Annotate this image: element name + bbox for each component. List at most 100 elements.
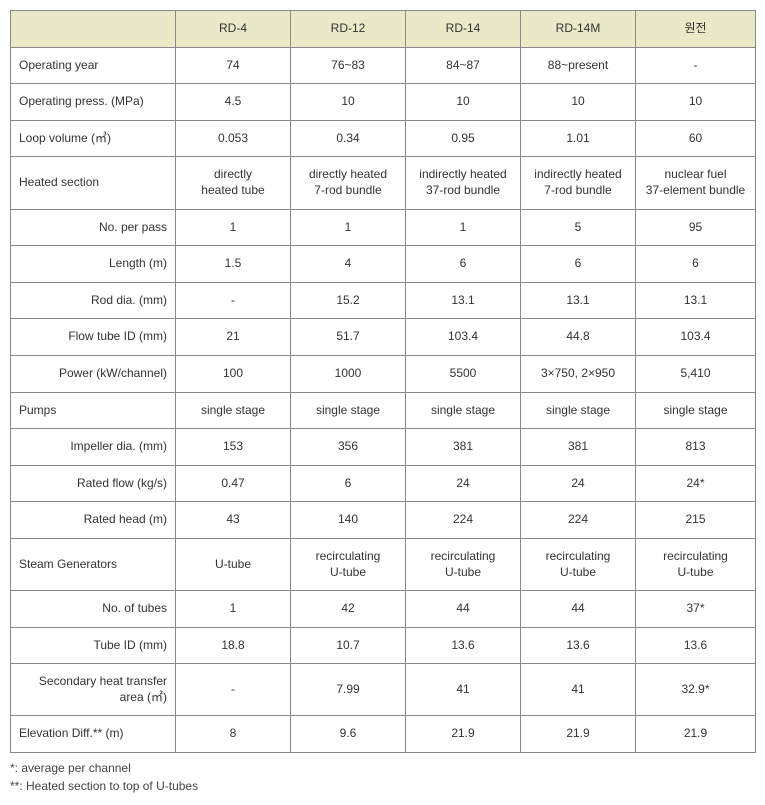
- cell: 381: [406, 429, 521, 466]
- cell: single stage: [406, 392, 521, 429]
- cell: 5,410: [636, 355, 756, 392]
- cell: 0.34: [291, 120, 406, 157]
- cell: 13.1: [636, 282, 756, 319]
- cell: 1: [176, 209, 291, 246]
- table-body: Operating year7476~8384~8788~present-Ope…: [11, 47, 756, 752]
- cell: single stage: [636, 392, 756, 429]
- cell: 88~present: [521, 47, 636, 84]
- cell: directly heated7-rod bundle: [291, 157, 406, 209]
- cell: 10: [406, 84, 521, 121]
- comparison-table: RD-4RD-12RD-14RD-14M원전 Operating year747…: [10, 10, 756, 753]
- cell: 215: [636, 502, 756, 539]
- cell: 3×750, 2×950: [521, 355, 636, 392]
- footnote-line: *: average per channel: [10, 759, 755, 777]
- cell: directlyheated tube: [176, 157, 291, 209]
- cell: 1.01: [521, 120, 636, 157]
- cell: single stage: [521, 392, 636, 429]
- cell: 74: [176, 47, 291, 84]
- row-label: Operating press. (MPa): [11, 84, 176, 121]
- header-col: 원전: [636, 11, 756, 48]
- cell: 44.8: [521, 319, 636, 356]
- cell: 5: [521, 209, 636, 246]
- cell: 18.8: [176, 627, 291, 664]
- cell: 44: [521, 591, 636, 628]
- cell: -: [176, 282, 291, 319]
- cell: 76~83: [291, 47, 406, 84]
- cell: 8: [176, 716, 291, 753]
- row-label: Impeller dia. (mm): [11, 429, 176, 466]
- table-row: No. of tubes142444437*: [11, 591, 756, 628]
- table-header-row: RD-4RD-12RD-14RD-14M원전: [11, 11, 756, 48]
- cell: 1: [291, 209, 406, 246]
- cell: -: [636, 47, 756, 84]
- header-empty: [11, 11, 176, 48]
- table-row: Steam GeneratorsU-tuberecirculatingU-tub…: [11, 538, 756, 590]
- table-row: Loop volume (㎥)0.0530.340.951.0160: [11, 120, 756, 157]
- cell: 15.2: [291, 282, 406, 319]
- cell: 13.6: [521, 627, 636, 664]
- cell: 103.4: [406, 319, 521, 356]
- cell: 13.1: [406, 282, 521, 319]
- cell: 4: [291, 246, 406, 283]
- cell: 10: [521, 84, 636, 121]
- row-label: Secondary heat transfer area (㎡): [11, 664, 176, 716]
- table-row: Flow tube ID (mm)2151.7103.444.8103.4: [11, 319, 756, 356]
- cell: 5500: [406, 355, 521, 392]
- row-label: Rod dia. (mm): [11, 282, 176, 319]
- row-label: Loop volume (㎥): [11, 120, 176, 157]
- cell: 10: [636, 84, 756, 121]
- row-label: No. per pass: [11, 209, 176, 246]
- cell: 0.47: [176, 465, 291, 502]
- cell: 6: [636, 246, 756, 283]
- row-label: Rated head (m): [11, 502, 176, 539]
- cell: 1000: [291, 355, 406, 392]
- table-row: Pumpssingle stagesingle stagesingle stag…: [11, 392, 756, 429]
- cell: 60: [636, 120, 756, 157]
- table-row: Heated sectiondirectlyheated tubedirectl…: [11, 157, 756, 209]
- cell: 1: [406, 209, 521, 246]
- cell: 10.7: [291, 627, 406, 664]
- row-label: Elevation Diff.** (m): [11, 716, 176, 753]
- row-label: Steam Generators: [11, 538, 176, 590]
- cell: 1: [176, 591, 291, 628]
- cell: 44: [406, 591, 521, 628]
- table-row: Impeller dia. (mm)153356381381813: [11, 429, 756, 466]
- cell: single stage: [176, 392, 291, 429]
- table-row: Rated head (m)43140224224215: [11, 502, 756, 539]
- cell: recirculatingU-tube: [636, 538, 756, 590]
- cell: 140: [291, 502, 406, 539]
- table-row: Rod dia. (mm)-15.213.113.113.1: [11, 282, 756, 319]
- cell: 21.9: [521, 716, 636, 753]
- table-row: No. per pass111595: [11, 209, 756, 246]
- cell: indirectly heated7-rod bundle: [521, 157, 636, 209]
- cell: 224: [521, 502, 636, 539]
- header-col: RD-4: [176, 11, 291, 48]
- cell: 10: [291, 84, 406, 121]
- table-row: Operating press. (MPa)4.510101010: [11, 84, 756, 121]
- cell: 6: [291, 465, 406, 502]
- cell: 13.6: [406, 627, 521, 664]
- table-row: Rated flow (kg/s)0.476242424*: [11, 465, 756, 502]
- table-row: Power (kW/channel)100100055003×750, 2×95…: [11, 355, 756, 392]
- cell: 103.4: [636, 319, 756, 356]
- cell: 24: [521, 465, 636, 502]
- cell: 32.9*: [636, 664, 756, 716]
- cell: 381: [521, 429, 636, 466]
- cell: 100: [176, 355, 291, 392]
- cell: 6: [406, 246, 521, 283]
- row-label: No. of tubes: [11, 591, 176, 628]
- header-col: RD-14: [406, 11, 521, 48]
- cell: 37*: [636, 591, 756, 628]
- cell: single stage: [291, 392, 406, 429]
- header-col: RD-12: [291, 11, 406, 48]
- row-label: Power (kW/channel): [11, 355, 176, 392]
- row-label: Tube ID (mm): [11, 627, 176, 664]
- cell: 0.053: [176, 120, 291, 157]
- row-label: Flow tube ID (mm): [11, 319, 176, 356]
- cell: 813: [636, 429, 756, 466]
- cell: 42: [291, 591, 406, 628]
- table-row: Tube ID (mm)18.810.713.613.613.6: [11, 627, 756, 664]
- cell: 6: [521, 246, 636, 283]
- cell: 4.5: [176, 84, 291, 121]
- cell: 84~87: [406, 47, 521, 84]
